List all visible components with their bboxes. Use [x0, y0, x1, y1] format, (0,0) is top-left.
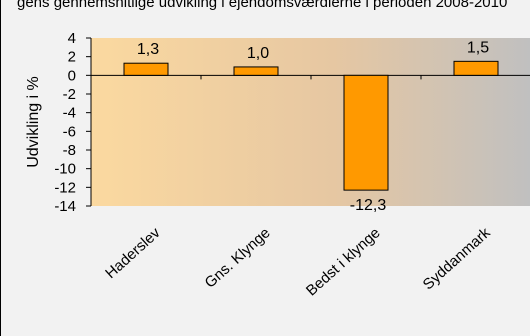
bar: [453, 60, 499, 76]
y-tick-label: -6: [63, 123, 76, 140]
y-tick-label: -8: [63, 142, 76, 159]
y-tick-label: -4: [63, 105, 76, 122]
bar: [233, 66, 279, 76]
y-tick-label: 4: [68, 30, 76, 47]
bars: 1,3 1,0 -12,3 1,5: [123, 39, 499, 214]
x-tick-label: Haderslev: [102, 224, 164, 282]
x-tick-label: Syddanmark: [420, 224, 494, 293]
x-tick-label: Gns. Klynge: [202, 224, 274, 291]
y-tick-label: -14: [54, 198, 76, 215]
x-axis-labels: Haderslev Gns. Klynge Bedst i klynge Syddan…: [102, 224, 494, 299]
data-label: 1,3: [137, 41, 159, 58]
bar: [123, 62, 169, 76]
bar: [343, 74, 389, 191]
x-tick-label: Bedst i klynge: [303, 224, 384, 299]
y-tick-label: -12: [54, 179, 76, 196]
y-tick-label: 0: [68, 67, 76, 84]
y-tick-label: -2: [63, 86, 76, 103]
chart-title: gens gennemsnitlige udvikling i ejendoms…: [17, 0, 508, 11]
y-axis-label: Udvikling i %: [25, 76, 42, 168]
y-tick-label: -10: [54, 161, 76, 178]
y-tick-label: 2: [68, 49, 76, 66]
y-axis: 4 20 -2 -4-6 -8 -10-12 -14: [54, 30, 530, 215]
data-label: -12,3: [350, 197, 387, 214]
data-label: 1,0: [247, 45, 269, 62]
data-label: 1,5: [467, 39, 489, 56]
